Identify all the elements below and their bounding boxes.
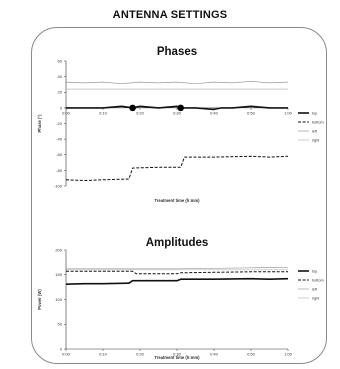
y-tick-label: -40 bbox=[56, 137, 63, 142]
chart-title: Phases bbox=[157, 46, 197, 58]
x-tick-label: 0:10 bbox=[99, 110, 108, 115]
x-tick-label: 0:00 bbox=[62, 352, 71, 357]
x-tick-label: 0:20 bbox=[136, 352, 145, 357]
x-tick-label: 0:10 bbox=[99, 352, 108, 357]
legend-label-left: left bbox=[312, 287, 318, 291]
y-tick-label: 40 bbox=[58, 74, 63, 79]
legend-label-top: top bbox=[312, 111, 317, 115]
legend-label-bottom: bottom bbox=[312, 120, 324, 124]
legend-label-right: right bbox=[312, 138, 320, 142]
y-axis-label: Power (W) bbox=[37, 289, 42, 310]
charts-panel bbox=[31, 27, 327, 364]
y-tick-label: 200 bbox=[55, 247, 62, 252]
y-tick-label: 0 bbox=[60, 105, 63, 110]
y-tick-label: -60 bbox=[56, 152, 63, 157]
y-tick-label: 0 bbox=[60, 346, 63, 351]
phases-chart: Phases 60 40 20 0 -20 -40 -60 -80 -100 0:00 0:10 0:2… bbox=[37, 46, 324, 203]
x-tick-label: 1:00 bbox=[284, 110, 293, 115]
x-tick-label: 0:50 bbox=[247, 110, 256, 115]
x-tick-label: 0:40 bbox=[210, 110, 219, 115]
legend-label-left: left bbox=[312, 129, 318, 133]
series-line-bottom bbox=[65, 155, 289, 181]
series-line-bottom bbox=[66, 270, 288, 275]
page-title: ANTENNA SETTINGS bbox=[112, 9, 228, 21]
series-line-left bbox=[65, 80, 289, 85]
y-tick-label: 20 bbox=[58, 90, 63, 95]
y-tick-label: 100 bbox=[55, 297, 62, 302]
legend-label-right: right bbox=[312, 296, 320, 300]
x-tick-label: 0:20 bbox=[136, 110, 145, 115]
y-tick-label: -20 bbox=[56, 121, 63, 126]
amplitudes-chart: Amplitudes 200 150 100 50 00:00 0:10 0:20 0:30 0:… bbox=[37, 237, 324, 360]
y-tick-label: -100 bbox=[54, 183, 63, 188]
y-tick-label: 60 bbox=[58, 58, 63, 63]
chart-title: Amplitudes bbox=[146, 237, 209, 249]
x-axis-label: Treatment time (h:mm) bbox=[154, 355, 200, 360]
x-tick-label: 0:50 bbox=[247, 352, 256, 357]
legend-label-top: top bbox=[312, 269, 317, 273]
x-tick-label: 0:00 bbox=[62, 110, 71, 115]
series-line-top bbox=[65, 277, 289, 285]
x-tick-label: 0:30 bbox=[173, 110, 182, 115]
legend-label-bottom: bottom bbox=[312, 278, 324, 282]
event-marker bbox=[129, 104, 136, 112]
y-tick-label: -80 bbox=[56, 168, 63, 173]
event-marker bbox=[177, 104, 184, 112]
y-tick-label: 50 bbox=[58, 322, 63, 327]
x-tick-label: 1:00 bbox=[284, 352, 293, 357]
x-tick-label: 0:30 bbox=[173, 352, 182, 357]
y-axis-label: Phase (°) bbox=[37, 114, 42, 133]
y-tick-label: 150 bbox=[55, 272, 62, 277]
x-tick-label: 0:40 bbox=[210, 352, 219, 357]
x-axis-label: Treatment time (h:mm) bbox=[154, 198, 200, 203]
series-line-left bbox=[66, 266, 289, 270]
